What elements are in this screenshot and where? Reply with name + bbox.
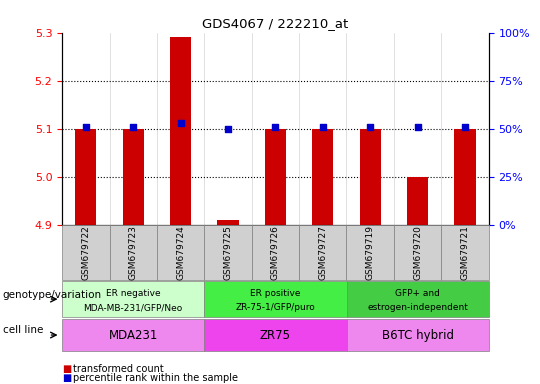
Text: ER positive: ER positive: [250, 289, 301, 298]
Bar: [454, 129, 476, 225]
Text: ■: ■: [62, 373, 71, 383]
Bar: [75, 129, 97, 225]
Point: [271, 124, 280, 130]
Text: GSM679727: GSM679727: [318, 225, 327, 280]
Text: GFP+ and: GFP+ and: [395, 289, 440, 298]
Text: MDA231: MDA231: [109, 329, 158, 341]
Text: ER negative: ER negative: [106, 289, 160, 298]
Bar: [407, 177, 428, 225]
Bar: [347, 319, 489, 351]
Bar: [217, 220, 239, 225]
Text: GSM679719: GSM679719: [366, 225, 375, 280]
Point: [366, 124, 375, 130]
Text: estrogen-independent: estrogen-independent: [367, 303, 468, 313]
Point: [129, 124, 138, 130]
Bar: [312, 129, 334, 225]
Bar: [204, 319, 347, 351]
Bar: [441, 225, 489, 280]
Bar: [265, 129, 286, 225]
Text: B6TC hybrid: B6TC hybrid: [382, 329, 454, 341]
Bar: [360, 129, 381, 225]
Bar: [204, 225, 252, 280]
Text: GSM679720: GSM679720: [413, 225, 422, 280]
Text: ZR75: ZR75: [260, 329, 291, 341]
Text: cell line: cell line: [3, 325, 43, 336]
Bar: [123, 129, 144, 225]
Bar: [347, 225, 394, 280]
Text: genotype/variation: genotype/variation: [3, 290, 102, 300]
Bar: [204, 281, 347, 317]
Bar: [394, 225, 441, 280]
Point: [319, 124, 327, 130]
Bar: [347, 281, 489, 317]
Text: GSM679724: GSM679724: [176, 225, 185, 280]
Point: [176, 120, 185, 126]
Text: ZR-75-1/GFP/puro: ZR-75-1/GFP/puro: [235, 303, 315, 313]
Text: GSM679721: GSM679721: [461, 225, 469, 280]
Bar: [110, 225, 157, 280]
Text: GSM679725: GSM679725: [224, 225, 233, 280]
Text: GSM679723: GSM679723: [129, 225, 138, 280]
Bar: [157, 225, 204, 280]
Title: GDS4067 / 222210_at: GDS4067 / 222210_at: [202, 17, 348, 30]
Text: GSM679722: GSM679722: [82, 225, 90, 280]
Text: transformed count: transformed count: [73, 364, 164, 374]
Bar: [170, 37, 191, 225]
Point: [413, 124, 422, 130]
Bar: [62, 281, 204, 317]
Point: [82, 124, 90, 130]
Bar: [252, 225, 299, 280]
Bar: [62, 319, 204, 351]
Point: [461, 124, 469, 130]
Text: percentile rank within the sample: percentile rank within the sample: [73, 373, 238, 383]
Text: MDA-MB-231/GFP/Neo: MDA-MB-231/GFP/Neo: [84, 303, 183, 313]
Point: [224, 126, 232, 132]
Text: GSM679726: GSM679726: [271, 225, 280, 280]
Bar: [299, 225, 347, 280]
Text: ■: ■: [62, 364, 71, 374]
Bar: [62, 225, 110, 280]
